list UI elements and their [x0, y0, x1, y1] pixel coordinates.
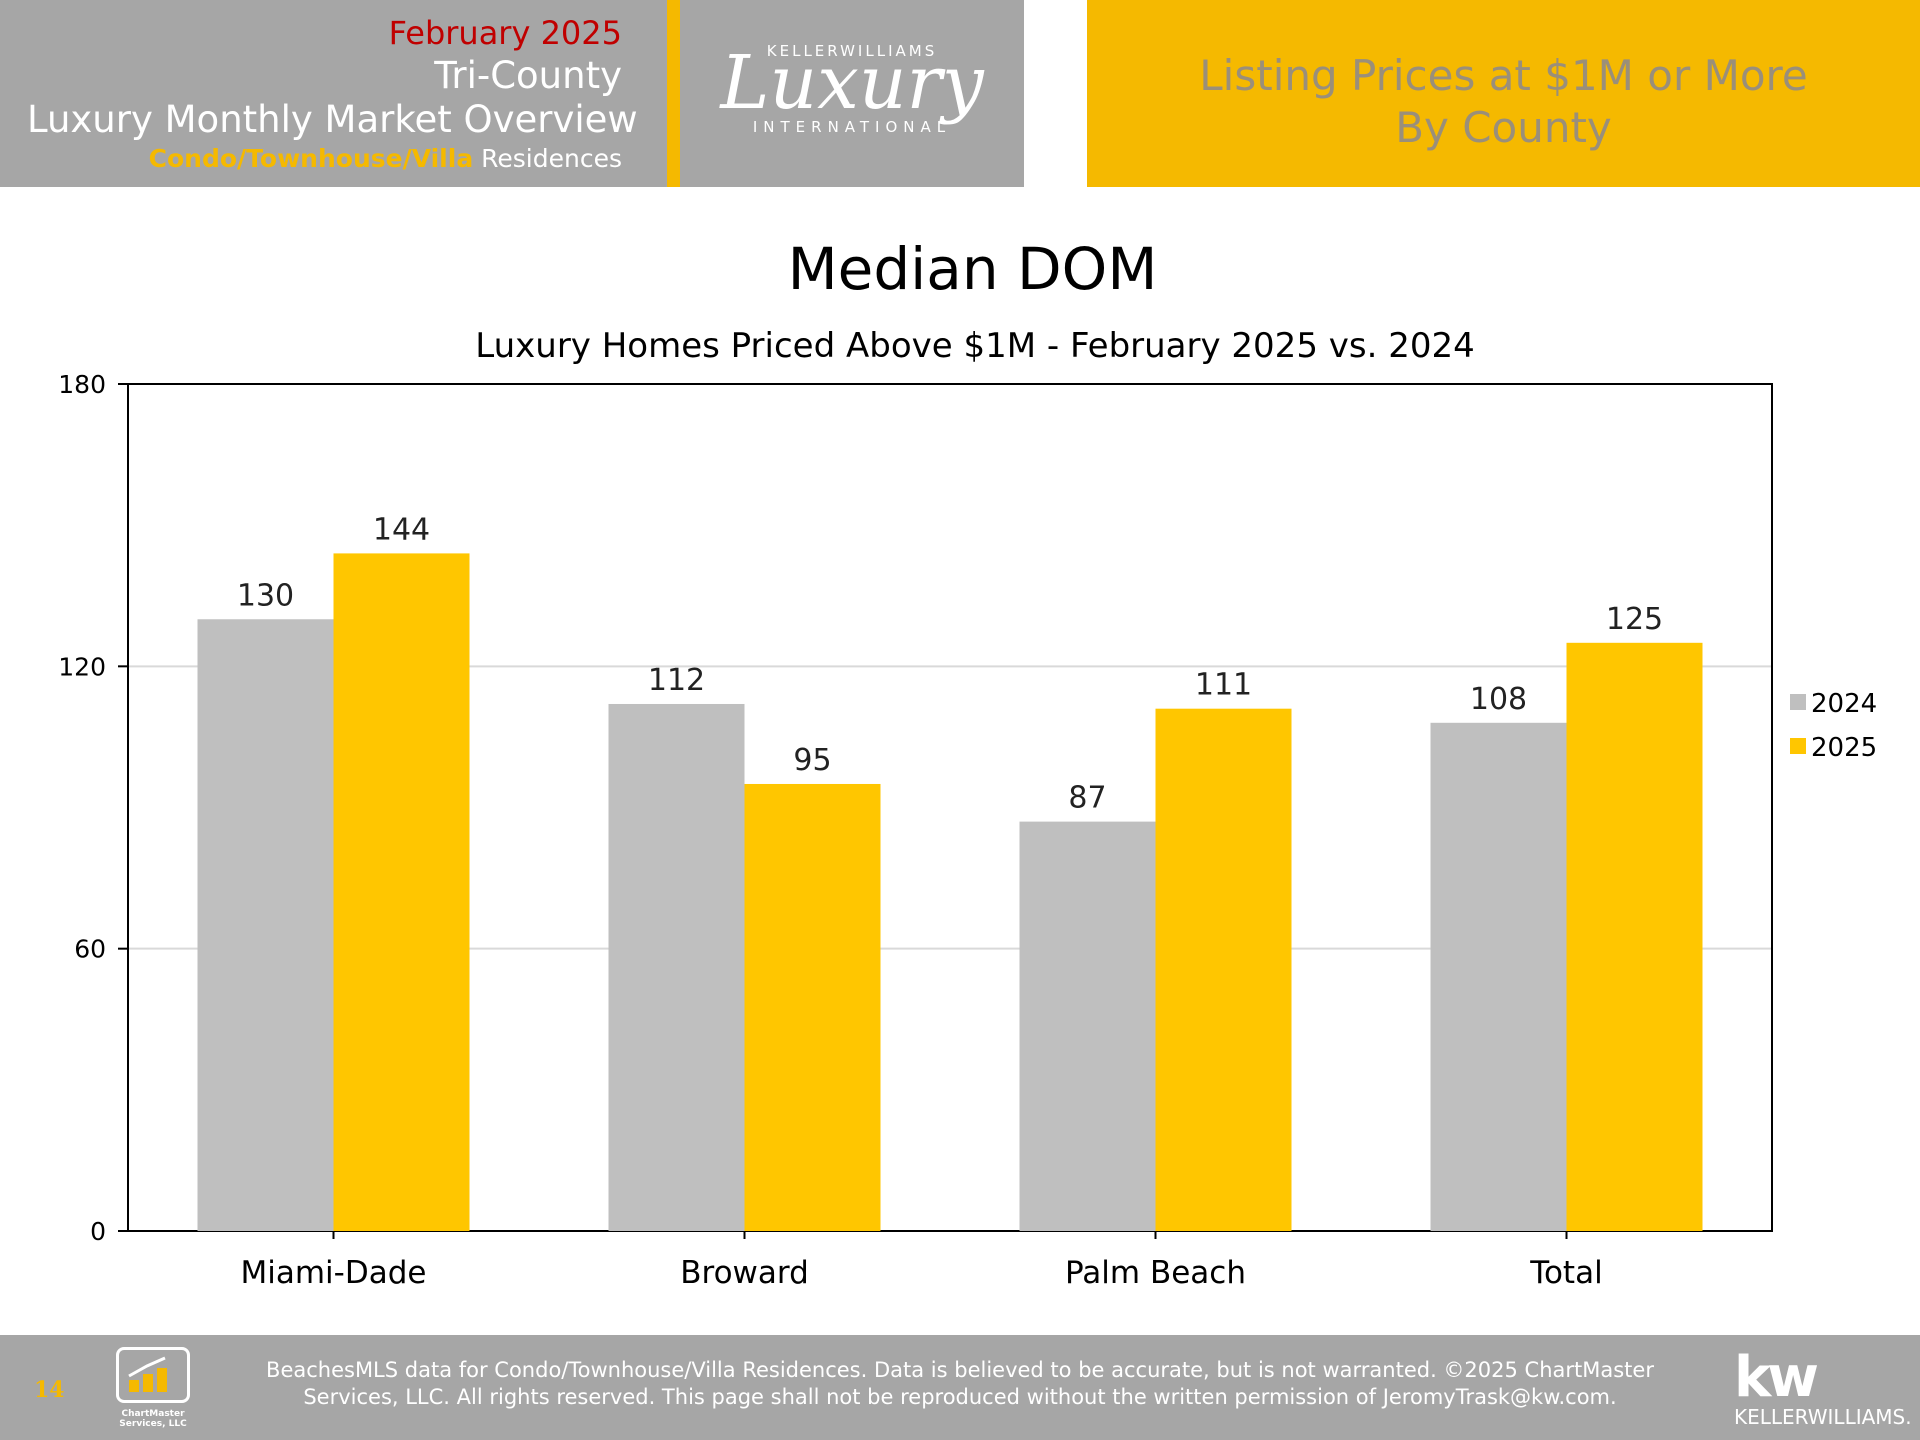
- x-tick-label: Miami-Dade: [241, 1255, 427, 1291]
- bar-2025: [1155, 708, 1292, 1231]
- legend-swatch: [1790, 694, 1806, 710]
- bar-2024: [608, 703, 745, 1231]
- bar-2024: [1019, 821, 1156, 1231]
- y-tick-label: 0: [90, 1217, 106, 1246]
- y-tick-label: 120: [58, 652, 106, 681]
- bar-2025: [333, 553, 470, 1231]
- logo-bottom-text: INTERNATIONAL: [752, 118, 952, 136]
- data-label: 130: [237, 578, 294, 613]
- x-tick-label: Palm Beach: [1065, 1255, 1246, 1291]
- bar-2024: [197, 619, 334, 1231]
- page-number: 14: [34, 1377, 65, 1403]
- bar-2025: [744, 783, 881, 1231]
- logo-main-text: Luxury: [720, 40, 984, 126]
- report-region: Tri-County: [434, 54, 622, 97]
- chartmaster-logo-icon: [116, 1347, 190, 1403]
- data-label: 111: [1195, 668, 1252, 703]
- data-label: 108: [1470, 682, 1527, 717]
- data-label: 95: [793, 743, 831, 778]
- disclaimer-line1: BeachesMLS data for Condo/Townhouse/Vill…: [266, 1358, 1654, 1382]
- kw-logo-mark: kw: [1734, 1345, 1819, 1410]
- plot-area-border: [127, 383, 1773, 1232]
- header-stripe: [667, 0, 680, 187]
- header-left-panel: February 2025 Tri-County Luxury Monthly …: [0, 0, 667, 187]
- report-month: February 2025: [388, 14, 622, 52]
- bar-2025: [1566, 642, 1703, 1231]
- x-tick-label: Broward: [680, 1255, 809, 1291]
- bar-growth-icon: [128, 1356, 167, 1392]
- y-tick-label: 180: [58, 370, 106, 399]
- data-label: 125: [1606, 602, 1663, 637]
- disclaimer-line2: Services, LLC. All rights reserved. This…: [303, 1385, 1617, 1409]
- report-subtitle: Condo/Townhouse/Villa Residences: [27, 144, 667, 173]
- bar-chart: 0 60 120 180 130 144 Miami-Dade 112 95 Broward 87 1…: [58, 370, 1877, 1291]
- disclaimer: BeachesMLS data for Condo/Townhouse/Vill…: [240, 1357, 1680, 1411]
- footer: 14 ChartMaster Services, LLC BeachesMLS …: [0, 1335, 1920, 1440]
- legend-label: 2025: [1811, 733, 1877, 763]
- legend-label: 2024: [1811, 689, 1877, 719]
- chartmaster-logo-text-1: ChartMaster: [121, 1409, 185, 1419]
- data-label: 87: [1068, 781, 1106, 816]
- chartmaster-logo-text-2: Services, LLC: [119, 1419, 187, 1429]
- header-right-text: Listing Prices at $1M or More By County: [1087, 50, 1920, 154]
- header-right-line2: By County: [1395, 103, 1612, 152]
- y-tick-label: 60: [74, 935, 106, 964]
- legend-swatch: [1790, 738, 1806, 754]
- chart-subtitle: Luxury Homes Priced Above $1M - February…: [475, 326, 1475, 366]
- chart-title: Median DOM: [787, 235, 1158, 303]
- data-label: 144: [373, 512, 430, 547]
- kw-logo-word: KELLERWILLIAMS.: [1734, 1405, 1912, 1429]
- bar-2024: [1430, 722, 1567, 1231]
- luxury-logo: KELLERWILLIAMS Luxury INTERNATIONAL: [680, 0, 1024, 187]
- chartmaster-logo-text: ChartMaster Services, LLC: [106, 1409, 200, 1429]
- header-right-panel: Listing Prices at $1M or More By County: [1087, 0, 1920, 187]
- report-title: Luxury Monthly Market Overview: [27, 98, 638, 141]
- subtitle-rest: Residences: [473, 144, 622, 173]
- logo-top-text: KELLERWILLIAMS: [766, 42, 938, 60]
- data-label: 112: [648, 663, 705, 698]
- x-tick-label: Total: [1529, 1255, 1602, 1291]
- header-right-line1: Listing Prices at $1M or More: [1199, 51, 1808, 100]
- subtitle-accent: Condo/Townhouse/Villa: [148, 144, 474, 173]
